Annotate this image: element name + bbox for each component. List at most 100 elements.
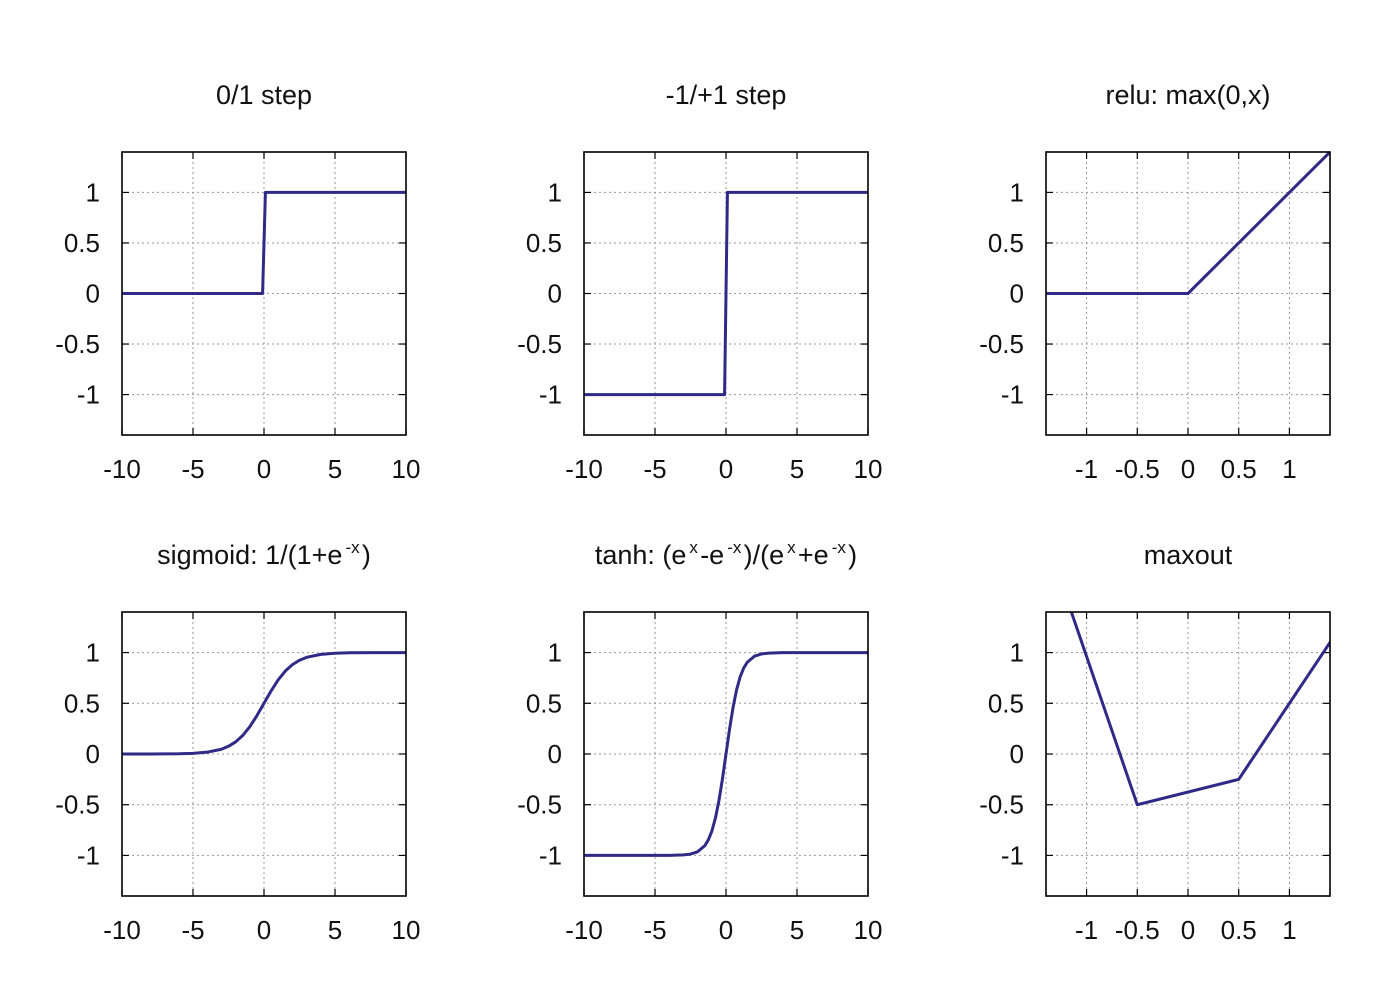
y-tick-label: -0.5 [517, 790, 562, 820]
chart-panel-2: -1/+1 step -10 -5 0 5 10 1 0.5 0 -0.5 -1 [517, 80, 882, 484]
x-tick-label: 10 [392, 454, 421, 484]
plot-frame [1045, 611, 1331, 897]
chart-title: sigmoid: 1/(1+e -x ) [157, 538, 371, 570]
plot-frame [121, 611, 407, 897]
title-text: tanh: (e [595, 540, 687, 570]
y-tick-label: 0.5 [64, 688, 100, 718]
y-tick-label: 0.5 [526, 688, 562, 718]
x-tick-label: -0.5 [1115, 915, 1160, 945]
y-tick-label: 1 [86, 638, 100, 668]
chart-title: -1/+1 step [666, 80, 787, 110]
title-superscript: -x [832, 538, 847, 557]
y-tick-label: 0.5 [526, 228, 562, 258]
x-tick-label: -10 [565, 915, 603, 945]
y-tick-label: -0.5 [517, 329, 562, 359]
y-tick-label: -1 [539, 380, 562, 410]
x-tick-label: 0 [1181, 915, 1195, 945]
x-tick-label: -1 [1075, 454, 1098, 484]
x-tick-label: 0 [257, 454, 271, 484]
chart-panel-5: tanh: (e x -e -x )/(e x +e -x )-10 -5 0 5 1010.5… [517, 538, 882, 945]
title-text: +e [798, 540, 829, 570]
y-tick-label: 0 [548, 279, 562, 309]
chart-title: 0/1 step [216, 80, 312, 110]
x-tick-label: 0 [719, 915, 733, 945]
y-tick-label: 0 [548, 739, 562, 769]
y-tick-label: 1 [548, 638, 562, 668]
x-tick-label: 0 [257, 915, 271, 945]
y-tick-label: 0.5 [988, 688, 1024, 718]
y-tick-label: -1 [539, 840, 562, 870]
y-tick-label: -0.5 [979, 790, 1024, 820]
x-tick-label: -5 [181, 915, 204, 945]
x-tick-label: -10 [565, 454, 603, 484]
plot-frame [121, 151, 407, 436]
x-tick-label: 1 [1282, 915, 1296, 945]
series-line [122, 651, 406, 756]
x-tick-label: 1 [1282, 454, 1296, 484]
y-tick-label: -0.5 [979, 329, 1024, 359]
chart-panel-1: 0/1 step -10 -5 0 5 10 1 0.5 0 -0.5 -1 [55, 80, 420, 484]
plot-frame [1045, 151, 1331, 436]
y-tick-label: 0.5 [64, 228, 100, 258]
chart-panel-3: relu: max(0,x) -1 -0.5 0 0.5 1 1 0.5 0 -0.5 -1 [979, 80, 1331, 484]
title-text: sigmoid: 1/(1+e [157, 540, 342, 570]
x-tick-label: 5 [790, 915, 804, 945]
x-tick-label: 10 [854, 915, 883, 945]
x-tick-label: 0 [719, 454, 733, 484]
y-tick-label: 0 [1010, 739, 1024, 769]
chart-panel-4: sigmoid: 1/(1+e -x ) -10 -5 0 5 10 1 0.5 0 -0.5 -1 [55, 538, 420, 945]
title-text: maxout [1144, 540, 1233, 570]
x-tick-label: -1 [1075, 915, 1098, 945]
x-tick-label: -5 [181, 454, 204, 484]
x-tick-label: 0.5 [1221, 915, 1257, 945]
y-tick-label: 1 [1010, 177, 1024, 207]
series-line [1069, 612, 1330, 807]
chart-title: maxout [1144, 540, 1233, 570]
y-tick-label: 0.5 [988, 228, 1024, 258]
y-tick-label: 0 [1010, 279, 1024, 309]
y-tick-label: 1 [1010, 638, 1024, 668]
title-text: )/(e [744, 540, 785, 570]
y-tick-label: -1 [77, 840, 100, 870]
x-tick-label: 5 [328, 454, 342, 484]
x-tick-label: -5 [643, 454, 666, 484]
y-tick-label: -0.5 [55, 329, 100, 359]
y-tick-label: 0 [86, 279, 100, 309]
series-line [122, 190, 406, 295]
series-line [1046, 152, 1330, 295]
y-tick-label: -1 [77, 380, 100, 410]
title-superscript: x [689, 538, 698, 557]
x-tick-label: 10 [392, 915, 421, 945]
series-line [584, 190, 868, 397]
chart-title: tanh: (e x -e -x )/(e x +e -x ) [595, 538, 857, 570]
title-text: ) [362, 540, 371, 570]
x-tick-label: -10 [103, 915, 141, 945]
title-text: ) [848, 540, 857, 570]
title-text: -1/+1 step [666, 80, 787, 110]
title-superscript: -x [727, 538, 742, 557]
title-superscript: -x [345, 538, 360, 557]
y-tick-label: -1 [1001, 380, 1024, 410]
y-tick-label: -1 [1001, 840, 1024, 870]
y-tick-label: 1 [548, 177, 562, 207]
chart-panel-6: maxout -1 -0.5 0 0.5 1 1 0.5 0 -0.5 -1 [979, 540, 1331, 945]
y-tick-label: 0 [86, 739, 100, 769]
title-text: -e [700, 540, 724, 570]
x-tick-label: -5 [643, 915, 666, 945]
title-text: relu: max(0,x) [1105, 80, 1270, 110]
x-tick-label: 0 [1181, 454, 1195, 484]
y-tick-label: -0.5 [55, 790, 100, 820]
x-tick-label: 10 [854, 454, 883, 484]
title-text: 0/1 step [216, 80, 312, 110]
x-tick-label: 0.5 [1221, 454, 1257, 484]
x-tick-label: -0.5 [1115, 454, 1160, 484]
title-superscript: x [787, 538, 796, 557]
plot-frame [583, 611, 869, 897]
series-line [584, 651, 868, 857]
x-tick-label: 5 [790, 454, 804, 484]
x-tick-label: -10 [103, 454, 141, 484]
x-tick-label: 5 [328, 915, 342, 945]
chart-title: relu: max(0,x) [1105, 80, 1270, 110]
plot-frame [583, 151, 869, 436]
